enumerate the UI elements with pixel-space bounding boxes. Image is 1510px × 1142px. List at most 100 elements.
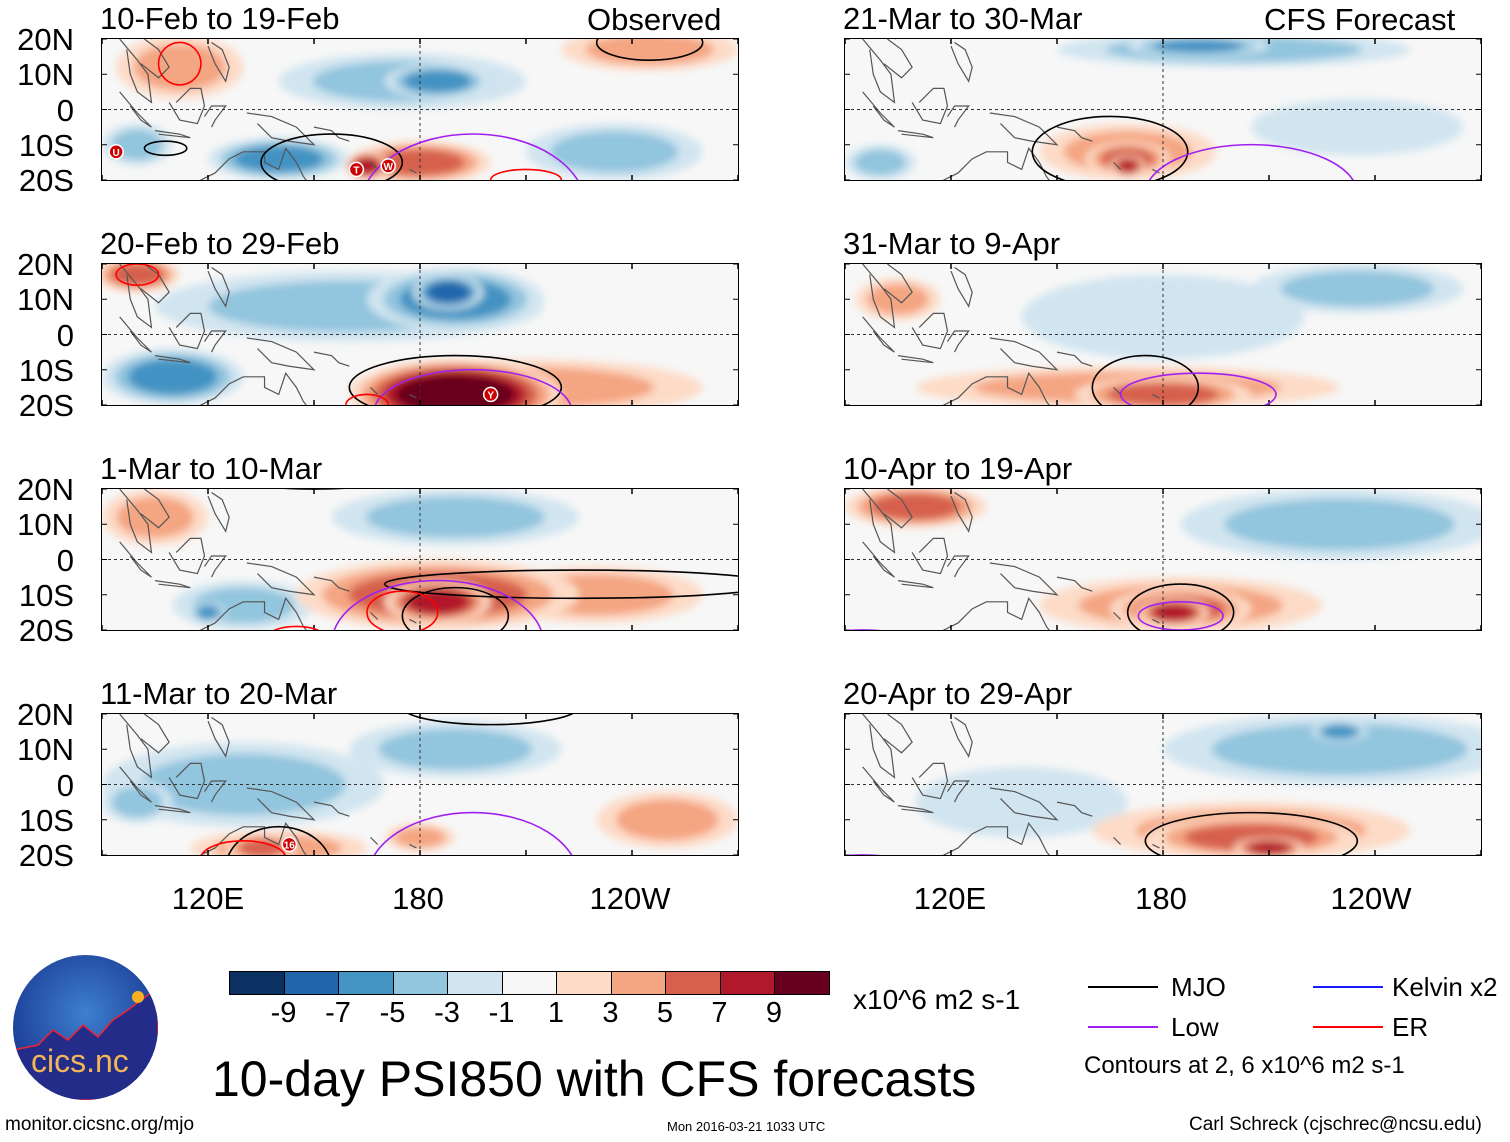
contour-er [200,839,286,855]
coastline [1056,351,1093,367]
lat-label: 20N [17,697,74,732]
map-panel: 16 [100,712,739,856]
map-svg: U T W [101,38,738,180]
coastline [897,129,934,138]
coastline [946,329,970,352]
coastline [942,596,1050,630]
logo-text: cics.nc [31,1043,129,1079]
contour-mjo [1144,811,1358,855]
anomaly-fill [196,605,219,619]
figure-title: 10-day PSI850 with CFS forecasts [212,1051,977,1107]
map-panel [843,262,1482,406]
anomaly-fill [238,838,283,855]
contour-mjo [1126,582,1234,630]
coastline [861,90,895,128]
anomaly-fill [1116,159,1138,172]
coastline [199,371,307,405]
anomaly-fill [111,786,163,817]
logo: cics.nc [13,955,158,1100]
contour-low [367,132,578,180]
coastline [1112,386,1121,395]
contour-low [332,579,542,630]
colorbar-swatch [339,972,394,994]
contour-mjo [383,568,738,599]
coastline [168,312,205,349]
lon-label-120e: 120E [171,881,245,916]
coastline [989,561,1059,596]
coastline [946,554,970,577]
colorbar-tick-label: 1 [547,997,565,1029]
footer-url[interactable]: monitor.cicsnc.org/mjo [5,1114,195,1135]
colorbar [229,971,830,995]
lat-label: 20S [18,388,74,423]
coastline [206,266,230,308]
coastline [861,38,895,104]
storm-marker: Y [482,386,498,402]
coastline [408,618,417,623]
colorbar-units: x10^6 m2 s-1 [853,984,1021,1015]
colorbar-swatch [502,972,557,994]
lat-label: 20S [18,613,74,648]
timestamp: Mon 2016-03-21 1033 UTC [667,1119,826,1134]
coastline [154,804,191,813]
coastline [118,713,152,779]
coastline [946,779,970,802]
colorbar-swatch [393,972,448,994]
colorbar-swatch [720,972,775,994]
coastline [369,611,378,620]
storm-marker: W [379,157,396,174]
contour-er [114,263,159,286]
lat-label: 10N [17,282,74,318]
panel-title: 10-Feb to 19-Feb [100,1,340,36]
legend-kelvin-line [1313,986,1383,988]
colorbar-swatch [557,972,612,994]
coastline [199,821,307,855]
coastline [897,354,934,363]
coastline [313,351,350,367]
lat-label: 10N [17,507,74,543]
coastline [369,836,378,845]
contour-er [272,625,319,630]
contour-low [374,368,571,405]
colorbar-swatch [230,972,285,994]
coastline [168,537,205,574]
lat-label: 10N [17,57,74,93]
coastline [1112,611,1121,620]
anomaly-fill [615,798,719,840]
coastline [313,576,350,592]
coastline [949,266,973,308]
lat-label: 0 [56,92,74,128]
coastline [408,393,417,398]
lat-label: 20N [17,22,74,57]
map-svg: 16 [101,713,738,855]
anomaly-fill [133,43,226,90]
coastline [989,786,1059,821]
map-svg [844,263,1481,405]
coastline [203,779,227,802]
lat-label: 10S [18,127,74,163]
lon-label-120e: 120E [913,881,987,916]
map-svg [101,488,738,630]
coastline [1056,801,1093,817]
lat-label: 10S [18,352,74,388]
colorbar-tick-label: 7 [711,997,728,1029]
coastline [139,488,170,529]
anomaly-fill [870,492,960,520]
coastline [168,87,205,124]
panel-title: 20-Feb to 29-Feb [100,226,340,261]
coastline [118,90,152,128]
legend-er-line [1313,1026,1383,1028]
anomaly-fill [365,496,545,538]
coastline [118,488,152,554]
coastline [199,596,307,630]
colorbar-swatch [611,972,666,994]
coastline [882,38,913,79]
observed-label: Observed [587,2,722,37]
coastline [989,336,1059,371]
coastline [408,168,417,173]
anomaly-fill [1021,273,1304,359]
anomaly-fill [374,148,465,176]
coastline [203,104,227,127]
lat-label: 0 [56,542,74,578]
coastline [861,540,895,578]
